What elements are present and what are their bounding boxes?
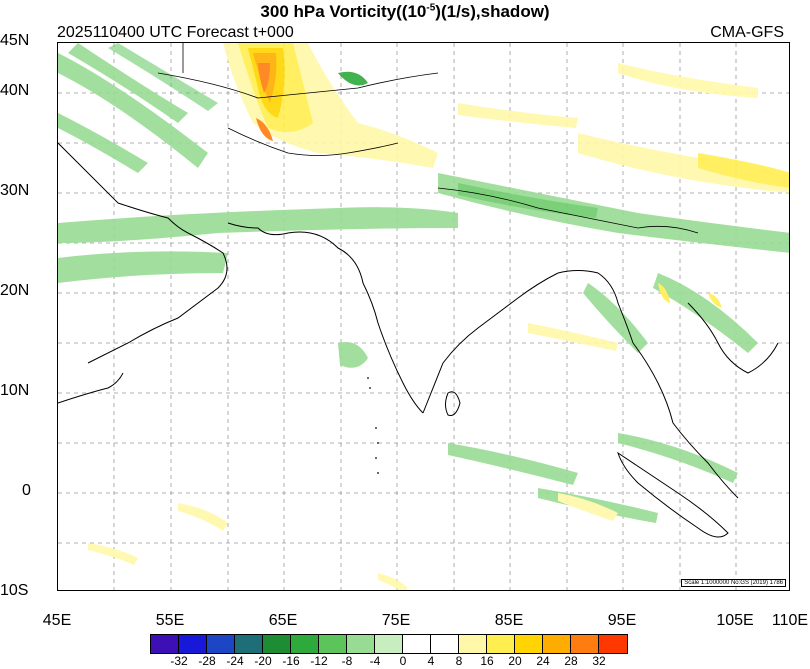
lat-label-10s: 10S xyxy=(0,582,29,599)
colorbar-swatch xyxy=(263,635,291,653)
lon-label-85e: 85E xyxy=(494,612,524,629)
lat-label-45n: 45N xyxy=(0,32,30,49)
colorbar-swatch xyxy=(487,635,515,653)
lat-label-10n: 10N xyxy=(0,382,30,399)
title-main: 300 hPa Vorticity((10 xyxy=(260,2,427,21)
colorbar-label: 32 xyxy=(592,654,606,668)
lon-label-110e: 110E xyxy=(771,612,809,629)
colorbar-swatch xyxy=(319,635,347,653)
vorticity-map xyxy=(58,43,789,590)
model-name-label: CMA-GFS xyxy=(710,24,784,41)
lon-label-75e: 75E xyxy=(381,612,411,629)
colorbar-swatch xyxy=(599,635,627,653)
colorbar-swatch xyxy=(375,635,403,653)
coastlines xyxy=(58,43,779,538)
colorbar-label: 24 xyxy=(536,654,550,668)
maldives-islands xyxy=(367,377,379,474)
colorbar-swatch xyxy=(515,635,543,653)
lon-label-105e: 105E xyxy=(716,612,754,629)
colorbar-label: -12 xyxy=(310,654,328,668)
colorbar-swatch xyxy=(403,635,431,653)
colorbar-swatch xyxy=(207,635,235,653)
colorbar-swatch xyxy=(431,635,459,653)
colorbar-swatch xyxy=(459,635,487,653)
colorbar-label: -24 xyxy=(226,654,244,668)
colorbar-swatch xyxy=(571,635,599,653)
lat-label-40n: 40N xyxy=(0,82,30,99)
colorbar-label: 0 xyxy=(399,654,407,668)
title-exponent: -5 xyxy=(426,2,436,14)
colorbar-swatch xyxy=(543,635,571,653)
colorbar-label: 8 xyxy=(455,654,463,668)
forecast-time-label: 2025110400 UTC Forecast t+000 xyxy=(57,24,294,41)
vorticity-shading xyxy=(58,43,789,590)
lon-label-95e: 95E xyxy=(607,612,637,629)
map-panel[interactable]: Scale 1:1000000 No:GS (2019) 1786 xyxy=(57,42,790,591)
colorbar-swatch xyxy=(179,635,207,653)
lon-label-65e: 65E xyxy=(268,612,298,629)
lon-label-45e: 45E xyxy=(42,612,72,629)
lon-label-55e: 55E xyxy=(155,612,185,629)
colorbar-swatch xyxy=(347,635,375,653)
lat-label-20n: 20N xyxy=(0,282,30,299)
colorbar-label: 28 xyxy=(564,654,578,668)
colorbar-label: 16 xyxy=(480,654,494,668)
colorbar-swatch xyxy=(151,635,179,653)
colorbar-swatch xyxy=(291,635,319,653)
lat-label-30n: 30N xyxy=(0,182,30,199)
colorbar-label: 20 xyxy=(508,654,522,668)
lat-label-equator: 0 xyxy=(22,482,31,499)
colorbar-label: -32 xyxy=(170,654,188,668)
colorbar-label: -28 xyxy=(198,654,216,668)
colorbar-label: -20 xyxy=(254,654,272,668)
colorbar-label: -8 xyxy=(341,654,353,668)
title-tail: )(1/s),shadow) xyxy=(435,2,550,21)
scale-note: Scale 1:1000000 No:GS (2019) 1786 xyxy=(681,579,786,587)
colorbar-label: -4 xyxy=(369,654,381,668)
colorbar-label: -16 xyxy=(282,654,300,668)
colorbar-label: 4 xyxy=(427,654,435,668)
colorbar xyxy=(150,634,628,654)
map-title: 300 hPa Vorticity((10-5)(1/s),shadow) xyxy=(0,2,810,22)
colorbar-swatch xyxy=(235,635,263,653)
